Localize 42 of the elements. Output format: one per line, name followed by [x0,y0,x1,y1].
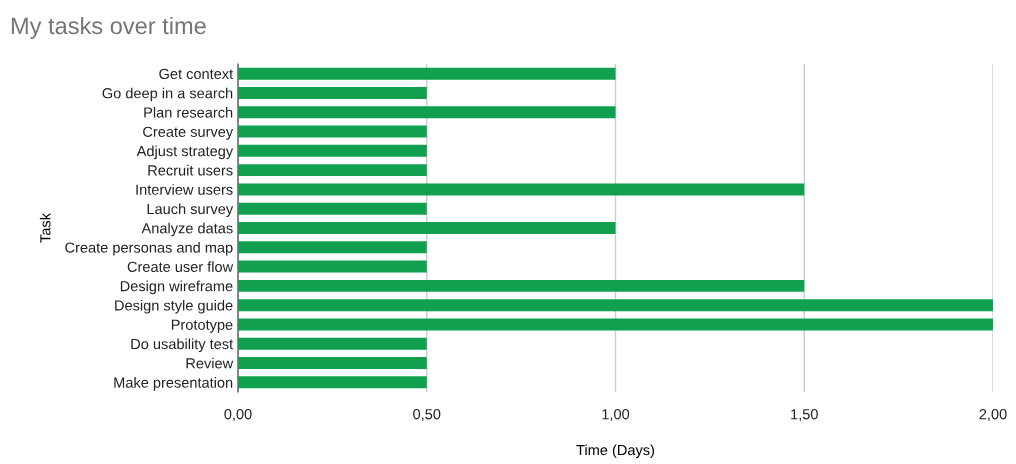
x-axis-title: Time (Days) [576,444,655,459]
y-tick-label: Adjust strategy [136,145,234,160]
chart-title: My tasks over time [11,16,206,39]
bar [238,241,427,254]
y-tick-label: Recruit users [148,164,233,176]
bar [238,357,427,370]
bar [238,183,805,196]
y-axis-title: Task [39,212,51,243]
bar [238,67,616,80]
y-tick-label: Do usability test [131,338,234,353]
y-tick-label: Interview users [136,184,233,195]
y-tick-label: Prototype [171,319,233,333]
y-tick-label: Make presentation [114,377,233,391]
y-tick-label: Plan research [144,106,233,118]
bar [238,202,427,215]
y-tick-label: Lauch survey [147,203,234,218]
y-tick-label: Analyze datas [141,222,233,237]
x-tick-label: 0,00 [224,409,252,422]
bar [238,376,427,389]
y-tick-label: Design style guide [115,299,233,314]
bar [238,260,427,273]
x-tick-label: 2,00 [979,409,1007,422]
bar [238,318,993,331]
bar [238,144,427,157]
y-tick-label: Review [186,357,234,369]
y-tick-label: Create survey [143,126,234,140]
x-tick-label: 0,50 [413,409,441,422]
bar [238,164,427,177]
y-tick-label: Create user flow [127,261,234,273]
bar [238,222,616,234]
bar [238,125,427,138]
y-tick-label: Design wireframe [120,280,233,295]
bar [238,106,616,119]
y-tick-label: Create personas and map [65,242,233,256]
bar [238,337,427,350]
y-tick-label: Go deep in a search [102,87,233,102]
bar [238,299,993,312]
bar [238,279,805,292]
bar [238,86,427,99]
x-tick-label: 1,00 [602,409,630,422]
y-tick-label: Get context [159,68,234,80]
x-tick-label: 1,50 [791,409,818,422]
